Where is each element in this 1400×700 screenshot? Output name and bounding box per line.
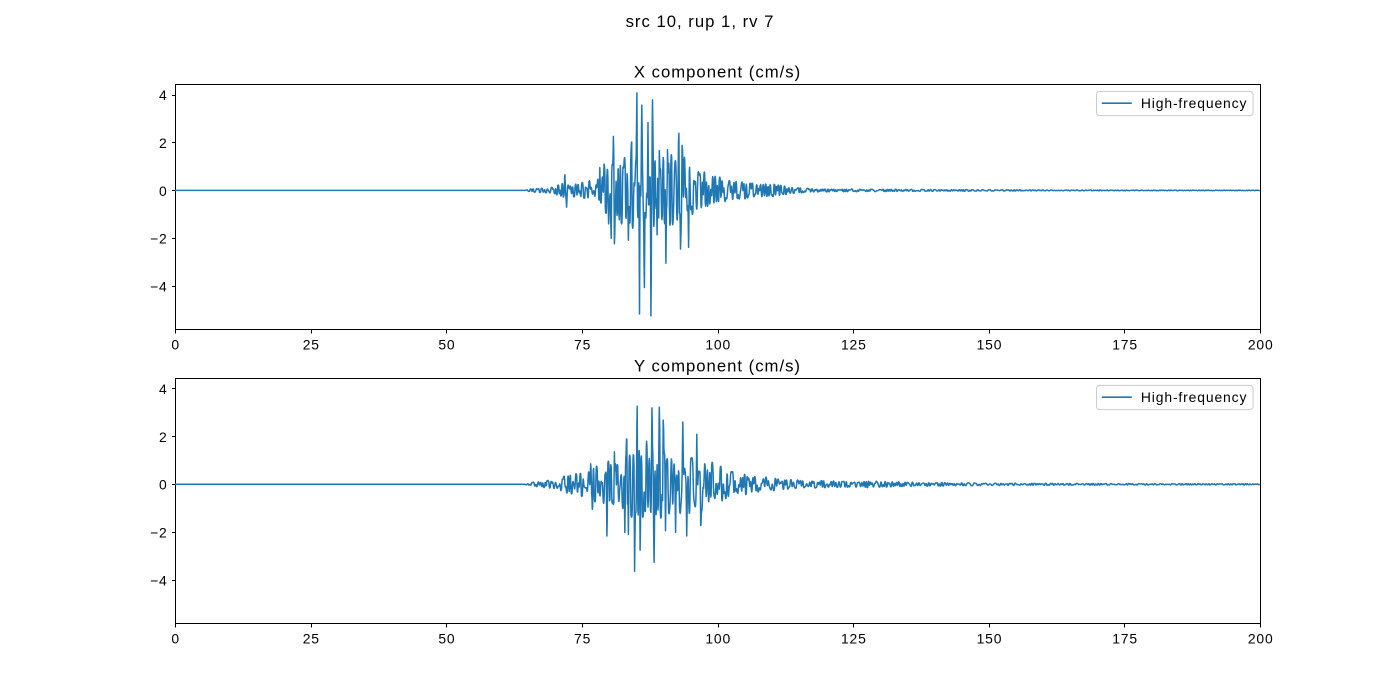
svg-text:2: 2 xyxy=(159,429,168,445)
svg-text:50: 50 xyxy=(438,631,455,647)
svg-text:0: 0 xyxy=(159,477,168,493)
svg-text:−2: −2 xyxy=(150,525,167,541)
svg-text:175: 175 xyxy=(1112,631,1138,647)
svg-text:Y component (cm/s): Y component (cm/s) xyxy=(634,356,801,375)
svg-text:75: 75 xyxy=(574,631,591,647)
svg-text:2: 2 xyxy=(159,135,168,151)
svg-text:0: 0 xyxy=(171,337,180,353)
svg-text:25: 25 xyxy=(303,631,320,647)
svg-text:125: 125 xyxy=(841,631,867,647)
svg-text:175: 175 xyxy=(1112,337,1138,353)
svg-text:−4: −4 xyxy=(150,279,167,295)
svg-text:X component (cm/s): X component (cm/s) xyxy=(634,62,801,81)
svg-text:−4: −4 xyxy=(150,573,167,589)
svg-text:200: 200 xyxy=(1248,337,1274,353)
svg-text:−2: −2 xyxy=(150,231,167,247)
svg-text:4: 4 xyxy=(159,87,168,103)
svg-text:4: 4 xyxy=(159,381,168,397)
svg-text:src 10, rup 1, rv 7: src 10, rup 1, rv 7 xyxy=(626,12,775,31)
svg-text:100: 100 xyxy=(705,337,731,353)
svg-text:High-frequency: High-frequency xyxy=(1141,389,1247,405)
svg-text:High-frequency: High-frequency xyxy=(1141,95,1247,111)
svg-text:0: 0 xyxy=(171,631,180,647)
svg-text:150: 150 xyxy=(977,337,1003,353)
svg-text:50: 50 xyxy=(438,337,455,353)
svg-text:0: 0 xyxy=(159,183,168,199)
svg-text:125: 125 xyxy=(841,337,867,353)
svg-text:150: 150 xyxy=(977,631,1003,647)
svg-text:25: 25 xyxy=(303,337,320,353)
svg-text:100: 100 xyxy=(705,631,731,647)
svg-text:200: 200 xyxy=(1248,631,1274,647)
svg-text:75: 75 xyxy=(574,337,591,353)
